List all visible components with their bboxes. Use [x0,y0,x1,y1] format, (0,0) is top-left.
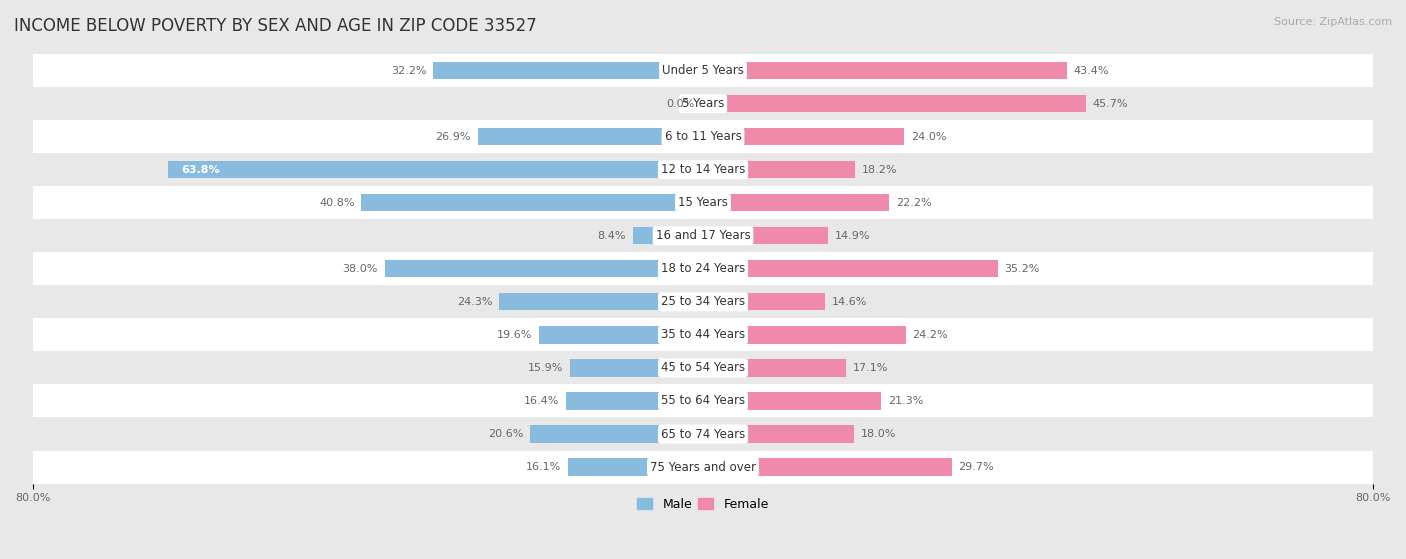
Bar [703,359,846,377]
Bar [32,385,1374,418]
Text: 21.3%: 21.3% [889,396,924,406]
Bar [32,352,1374,385]
Text: 35 to 44 Years: 35 to 44 Years [661,328,745,342]
Text: 24.2%: 24.2% [912,330,948,340]
Bar [32,120,1374,153]
Bar [433,62,703,79]
Text: 29.7%: 29.7% [959,462,994,472]
Bar [703,95,1085,112]
Bar [538,326,703,343]
Text: 43.4%: 43.4% [1073,65,1109,75]
Bar [385,260,703,277]
Bar [569,359,703,377]
Text: 17.1%: 17.1% [853,363,889,373]
Text: 26.9%: 26.9% [436,132,471,142]
Bar [32,186,1374,219]
Bar [32,87,1374,120]
Bar [32,319,1374,352]
Bar [32,418,1374,451]
Bar [703,293,825,310]
Text: 32.2%: 32.2% [391,65,426,75]
Text: 18 to 24 Years: 18 to 24 Years [661,262,745,276]
Bar [565,392,703,410]
Bar [703,62,1067,79]
Bar [32,451,1374,484]
Text: 19.6%: 19.6% [496,330,531,340]
Bar [530,425,703,443]
Bar [703,458,952,476]
Bar [703,128,904,145]
Text: 14.6%: 14.6% [832,297,868,307]
Text: 16.4%: 16.4% [523,396,558,406]
Bar [478,128,703,145]
Text: 5 Years: 5 Years [682,97,724,110]
Bar [169,161,703,178]
Text: 16.1%: 16.1% [526,462,561,472]
Text: 35.2%: 35.2% [1005,264,1040,274]
Bar [499,293,703,310]
Text: INCOME BELOW POVERTY BY SEX AND AGE IN ZIP CODE 33527: INCOME BELOW POVERTY BY SEX AND AGE IN Z… [14,17,537,35]
Text: 38.0%: 38.0% [343,264,378,274]
Bar [32,252,1374,285]
Text: 0.0%: 0.0% [666,99,695,108]
Text: 40.8%: 40.8% [319,198,354,208]
Text: 18.2%: 18.2% [862,165,897,175]
Text: 12 to 14 Years: 12 to 14 Years [661,163,745,176]
Bar [32,54,1374,87]
Bar [703,194,889,211]
Bar [703,260,998,277]
Text: 18.0%: 18.0% [860,429,896,439]
Text: 24.0%: 24.0% [911,132,946,142]
Bar [32,219,1374,252]
Bar [703,326,905,343]
Text: 24.3%: 24.3% [457,297,492,307]
Text: 65 to 74 Years: 65 to 74 Years [661,428,745,440]
Text: 45.7%: 45.7% [1092,99,1128,108]
Bar [361,194,703,211]
Bar [703,392,882,410]
Text: 20.6%: 20.6% [488,429,523,439]
Text: 15.9%: 15.9% [527,363,562,373]
Bar [568,458,703,476]
Bar [703,161,855,178]
Text: 16 and 17 Years: 16 and 17 Years [655,229,751,242]
Text: 25 to 34 Years: 25 to 34 Years [661,295,745,309]
Bar [32,285,1374,319]
Bar [32,153,1374,186]
Text: Under 5 Years: Under 5 Years [662,64,744,77]
Text: 45 to 54 Years: 45 to 54 Years [661,362,745,375]
Text: Source: ZipAtlas.com: Source: ZipAtlas.com [1274,17,1392,27]
Text: 8.4%: 8.4% [598,231,626,241]
Bar [633,227,703,244]
Text: 6 to 11 Years: 6 to 11 Years [665,130,741,143]
Text: 22.2%: 22.2% [896,198,931,208]
Text: 15 Years: 15 Years [678,196,728,209]
Text: 63.8%: 63.8% [181,165,219,175]
Bar [703,425,853,443]
Bar [703,227,828,244]
Text: 75 Years and over: 75 Years and over [650,461,756,473]
Text: 55 to 64 Years: 55 to 64 Years [661,395,745,408]
Legend: Male, Female: Male, Female [633,493,773,516]
Text: 14.9%: 14.9% [835,231,870,241]
